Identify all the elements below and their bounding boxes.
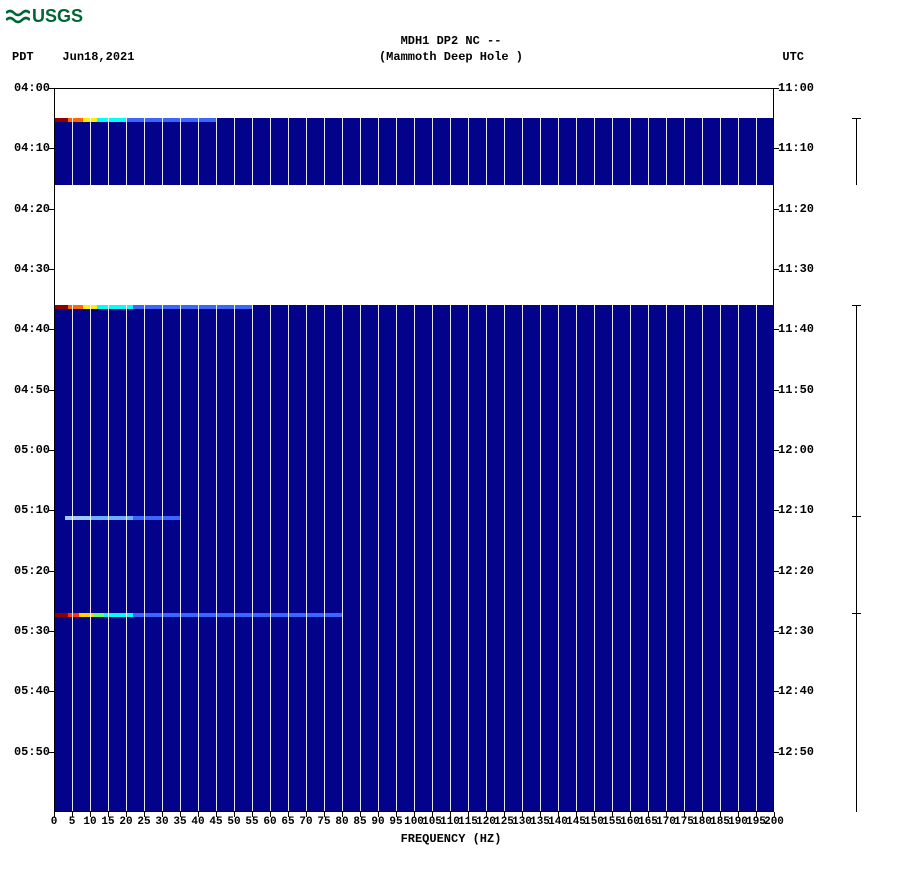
y-tick-label-right: 11:00: [778, 81, 814, 95]
x-tick-label: 40: [191, 816, 204, 828]
y-tick-label-right: 12:40: [778, 684, 814, 698]
x-tick-label: 135: [530, 816, 550, 828]
left-tz: PDT: [12, 50, 34, 64]
x-tick-label: 140: [548, 816, 568, 828]
y-tick-label-left: 04:10: [14, 141, 50, 155]
y-tick-label-right: 11:30: [778, 262, 814, 276]
x-tick-label: 125: [494, 816, 514, 828]
x-tick-label: 190: [728, 816, 748, 828]
x-tick-label: 0: [51, 816, 58, 828]
y-tick-label-left: 05:30: [14, 624, 50, 638]
logo-text: USGS: [32, 6, 83, 27]
side-marker: [856, 613, 857, 812]
x-tick-label: 25: [137, 816, 150, 828]
usgs-logo: USGS: [6, 6, 83, 27]
y-tick-label-right: 12:00: [778, 443, 814, 457]
x-tick-label: 145: [566, 816, 586, 828]
title-line2: (Mammoth Deep Hole ): [0, 50, 902, 66]
y-tick-label-right: 12:20: [778, 564, 814, 578]
x-tick-label: 30: [155, 816, 168, 828]
y-tick-label-left: 05:10: [14, 503, 50, 517]
x-tick-label: 185: [710, 816, 730, 828]
y-tick-label-right: 11:50: [778, 383, 814, 397]
x-axis-title: FREQUENCY (HZ): [0, 832, 902, 846]
y-tick-label-left: 04:30: [14, 262, 50, 276]
x-tick-label: 130: [512, 816, 532, 828]
x-tick-label: 5: [69, 816, 76, 828]
y-tick-label-left: 05:50: [14, 745, 50, 759]
x-tick-label: 85: [353, 816, 366, 828]
x-tick-label: 175: [674, 816, 694, 828]
x-tick-label: 155: [602, 816, 622, 828]
y-tick-label-left: 05:00: [14, 443, 50, 457]
y-tick-label-right: 11:10: [778, 141, 814, 155]
x-tick-label: 75: [317, 816, 330, 828]
date: Jun18,2021: [62, 50, 134, 64]
x-tick-label: 10: [83, 816, 96, 828]
wave-icon: [6, 8, 30, 26]
side-marker-cap: [852, 305, 861, 306]
x-tick-label: 120: [476, 816, 496, 828]
x-tick-label: 65: [281, 816, 294, 828]
x-tick-label: 180: [692, 816, 712, 828]
x-tick-label: 195: [746, 816, 766, 828]
x-tick-label: 105: [422, 816, 442, 828]
x-tick-label: 90: [371, 816, 384, 828]
x-tick-label: 160: [620, 816, 640, 828]
y-tick-label-left: 04:40: [14, 322, 50, 336]
x-tick-label: 170: [656, 816, 676, 828]
y-tick-label-left: 05:20: [14, 564, 50, 578]
x-tick-label: 150: [584, 816, 604, 828]
x-tick-label: 20: [119, 816, 132, 828]
plot-border: [54, 88, 774, 812]
x-tick-label: 15: [101, 816, 114, 828]
header-left: PDT Jun18,2021: [12, 50, 134, 64]
y-tick-label-right: 11:40: [778, 322, 814, 336]
y-tick-label-right: 12:10: [778, 503, 814, 517]
x-tick-label: 95: [389, 816, 402, 828]
spectrogram-plot: [54, 88, 774, 812]
x-tick-label: 35: [173, 816, 186, 828]
x-tick-label: 100: [404, 816, 424, 828]
x-tick-label: 50: [227, 816, 240, 828]
y-tick-label-right: 11:20: [778, 202, 814, 216]
x-tick-label: 115: [458, 816, 478, 828]
x-tick-label: 70: [299, 816, 312, 828]
y-tick-label-left: 04:50: [14, 383, 50, 397]
x-tick-label: 55: [245, 816, 258, 828]
title-line1: MDH1 DP2 NC --: [0, 34, 902, 50]
side-marker-cap: [852, 118, 861, 119]
y-tick-label-left: 04:00: [14, 81, 50, 95]
side-marker: [856, 118, 857, 184]
x-tick-label: 110: [440, 816, 460, 828]
chart-title: MDH1 DP2 NC -- (Mammoth Deep Hole ): [0, 34, 902, 65]
side-marker: [856, 516, 857, 613]
right-tz: UTC: [782, 50, 804, 64]
x-tick-label: 200: [764, 816, 784, 828]
x-tick-label: 165: [638, 816, 658, 828]
side-marker: [856, 305, 857, 516]
y-tick-label-left: 05:40: [14, 684, 50, 698]
x-tick-label: 60: [263, 816, 276, 828]
y-tick-label-right: 12:30: [778, 624, 814, 638]
header-right: UTC: [782, 50, 804, 64]
y-tick-label-left: 04:20: [14, 202, 50, 216]
y-tick-label-right: 12:50: [778, 745, 814, 759]
x-tick-label: 45: [209, 816, 222, 828]
x-tick-label: 80: [335, 816, 348, 828]
